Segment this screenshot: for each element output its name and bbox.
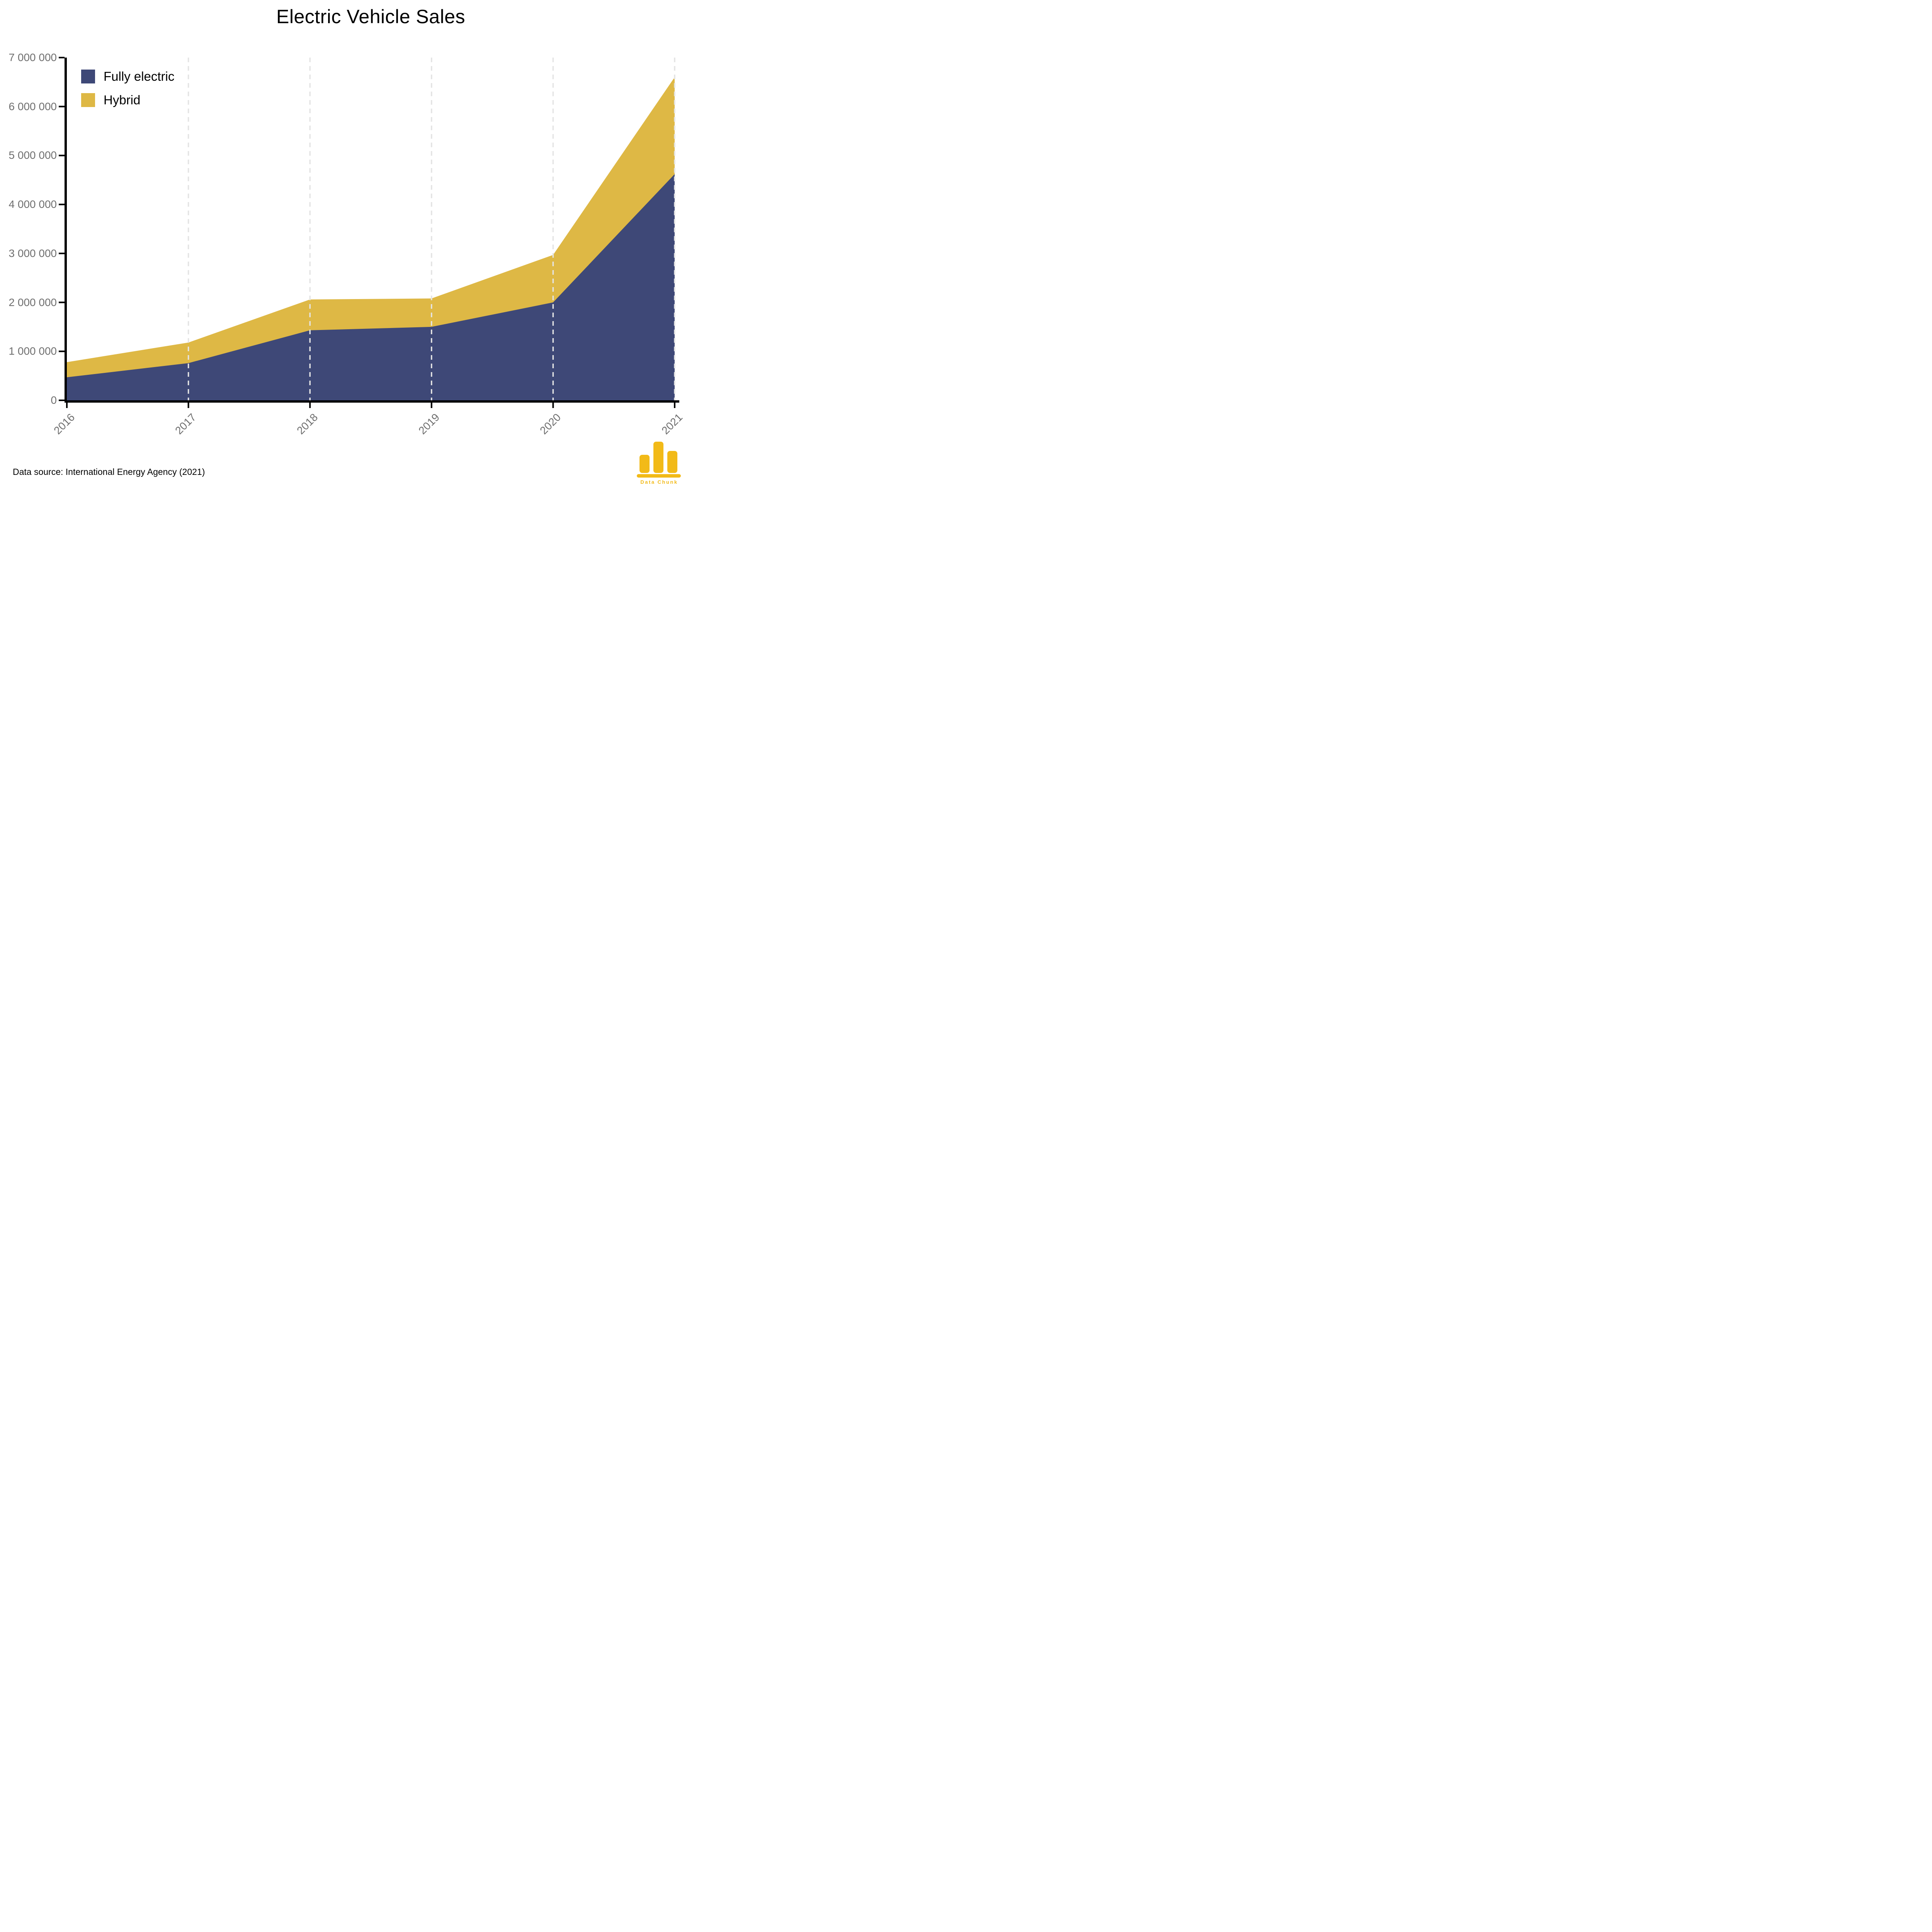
y-tick-label-4000000: 4 000 000 [9,198,57,211]
fully-electric-area [67,174,675,401]
logo-text: Data Chunk [640,479,678,485]
legend-item-hybrid: Hybrid [81,93,174,107]
y-tick-label-2000000: 2 000 000 [9,296,57,308]
chart-page: Electric Vehicle Sales 0 1 000 000 2 000 0… [0,0,690,488]
datachunk-logo-bars-icon [636,440,682,473]
y-tick [59,57,65,58]
legend-label-hybrid: Hybrid [104,93,141,107]
x-axis-spine [65,400,679,403]
y-tick [59,350,65,352]
x-tick-label-2018: 2018 [294,411,320,437]
x-tick [552,403,554,408]
plot-area [59,57,679,408]
x-tick [66,403,68,408]
logo-baseline [637,474,681,478]
y-tick [59,105,65,107]
datachunk-logo: Data Chunk [636,440,682,485]
data-source-note: Data source: International Energy Agency… [13,467,205,477]
y-tick-label-0: 0 [51,394,57,406]
x-tick-label-2019: 2019 [416,411,442,437]
y-tick [59,155,65,156]
legend-swatch-fully-electric [81,70,95,83]
y-tick [59,204,65,206]
y-tick-label-6000000: 6 000 000 [9,100,57,112]
chart-title: Electric Vehicle Sales [276,6,465,27]
x-tick [430,403,432,408]
y-tick-label-5000000: 5 000 000 [9,149,57,162]
x-tick [309,403,311,408]
y-tick-label-1000000: 1 000 000 [9,345,57,357]
y-tick [59,301,65,303]
logo-bar-middle [653,442,663,473]
x-tick-label-2017: 2017 [173,411,199,437]
logo-bar-right [667,451,677,473]
legend-item-fully-electric: Fully electric [81,69,175,83]
x-tick [674,403,675,408]
legend-label-fully-electric: Fully electric [104,69,175,83]
x-tick-label-2020: 2020 [537,411,563,437]
y-tick-label-3000000: 3 000 000 [9,247,57,259]
x-tick [187,403,189,408]
y-tick [59,400,65,401]
x-tick-label-2016: 2016 [51,411,77,437]
logo-bar-left [639,455,650,473]
y-axis-spine [65,58,67,403]
y-tick [59,252,65,254]
legend: Fully electric Hybrid [81,69,175,117]
y-tick-label-7000000: 7 000 000 [9,51,57,63]
legend-swatch-hybrid [81,93,95,107]
x-tick-label-2021: 2021 [659,411,685,437]
